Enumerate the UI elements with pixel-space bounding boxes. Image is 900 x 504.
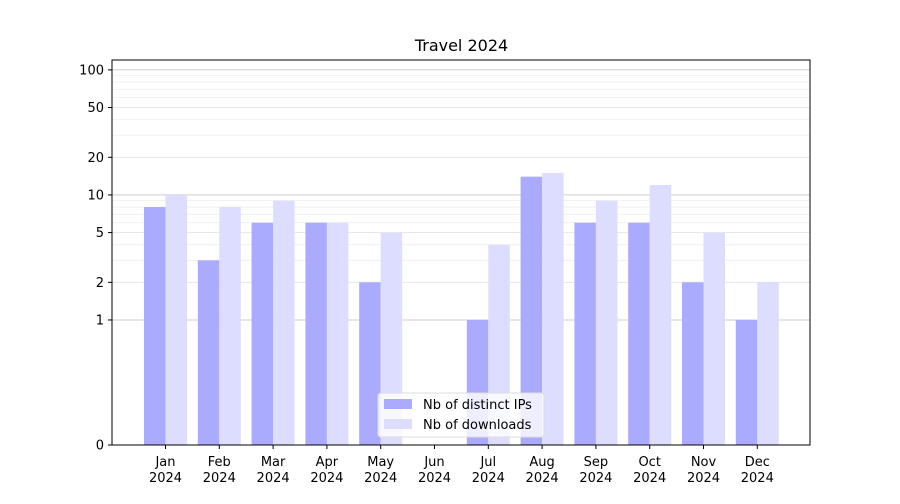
chart-title: Travel 2024: [414, 36, 508, 55]
y-axis: 0 1 2 5 10 20 50 100: [79, 63, 112, 454]
x-tick-label-year: 2024: [472, 471, 505, 486]
y-tick-label: 10: [87, 188, 104, 203]
bar-distinct-ips: [628, 222, 650, 445]
y-tick-label: 20: [87, 151, 104, 166]
x-tick-label-month: Jan: [154, 455, 175, 470]
bar-downloads: [649, 185, 672, 445]
plot-frame: [111, 59, 811, 446]
bar-downloads: [326, 222, 349, 445]
legend-swatch-distinct-ips: [384, 399, 412, 409]
x-tick-label-year: 2024: [633, 471, 666, 486]
bar-distinct-ips: [574, 222, 596, 445]
x-tick-label-month: Aug: [529, 455, 554, 470]
legend-label-distinct-ips: Nb of distinct IPs: [423, 398, 532, 413]
x-tick-label-year: 2024: [257, 471, 290, 486]
x-tick-label-month: Mar: [261, 455, 286, 470]
bar-distinct-ips: [251, 222, 274, 445]
bar-downloads: [595, 200, 618, 445]
x-tick-label-year: 2024: [526, 471, 559, 486]
x-tick-label-year: 2024: [203, 471, 236, 486]
x-tick-label-month: Jun: [423, 455, 444, 470]
bar-downloads: [703, 232, 725, 445]
bar-distinct-ips: [359, 282, 381, 445]
y-tick-label: 2: [96, 276, 104, 291]
bar-distinct-ips: [144, 207, 166, 445]
bar-distinct-ips: [520, 176, 543, 445]
bar-distinct-ips: [735, 319, 758, 445]
legend: Nb of distinct IPs Nb of downloads: [377, 392, 545, 438]
x-tick-label-month: Feb: [208, 455, 231, 470]
x-tick-label-year: 2024: [579, 471, 612, 486]
bar-downloads: [219, 207, 241, 445]
x-tick-label-year: 2024: [741, 471, 774, 486]
x-tick-label-month: Jul: [479, 455, 496, 470]
bar-distinct-ips: [197, 260, 220, 445]
y-tick-label: 0: [96, 439, 104, 454]
x-axis: Jan2024Feb2024Mar2024Apr2024May2024Jun20…: [149, 445, 774, 486]
y-tick-label: 5: [96, 226, 104, 241]
x-tick-label-year: 2024: [310, 471, 343, 486]
bar-distinct-ips: [305, 222, 327, 445]
x-tick-label-month: Sep: [584, 455, 609, 470]
x-tick-label-month: Nov: [691, 455, 717, 470]
legend-swatch-downloads: [384, 419, 412, 429]
y-tick-label: 1: [96, 313, 104, 328]
bars: [144, 172, 779, 445]
legend-label-downloads: Nb of downloads: [423, 418, 532, 433]
bar-downloads: [273, 200, 295, 445]
x-tick-label-month: May: [367, 455, 394, 470]
y-tick-label: 50: [87, 101, 104, 116]
bar-downloads: [380, 232, 403, 445]
bar-distinct-ips: [682, 282, 704, 445]
legend-box: [377, 392, 545, 438]
x-tick-label-year: 2024: [687, 471, 720, 486]
bar-downloads: [165, 194, 187, 445]
x-tick-label-month: Apr: [316, 455, 339, 470]
x-tick-label-month: Dec: [745, 455, 770, 470]
x-tick-label-year: 2024: [364, 471, 397, 486]
x-tick-label-year: 2024: [418, 471, 451, 486]
y-tick-label: 100: [79, 63, 104, 78]
bar-downloads: [757, 282, 779, 445]
x-tick-label-month: Oct: [638, 455, 660, 470]
bar-downloads: [542, 172, 564, 445]
x-tick-label-year: 2024: [149, 471, 182, 486]
